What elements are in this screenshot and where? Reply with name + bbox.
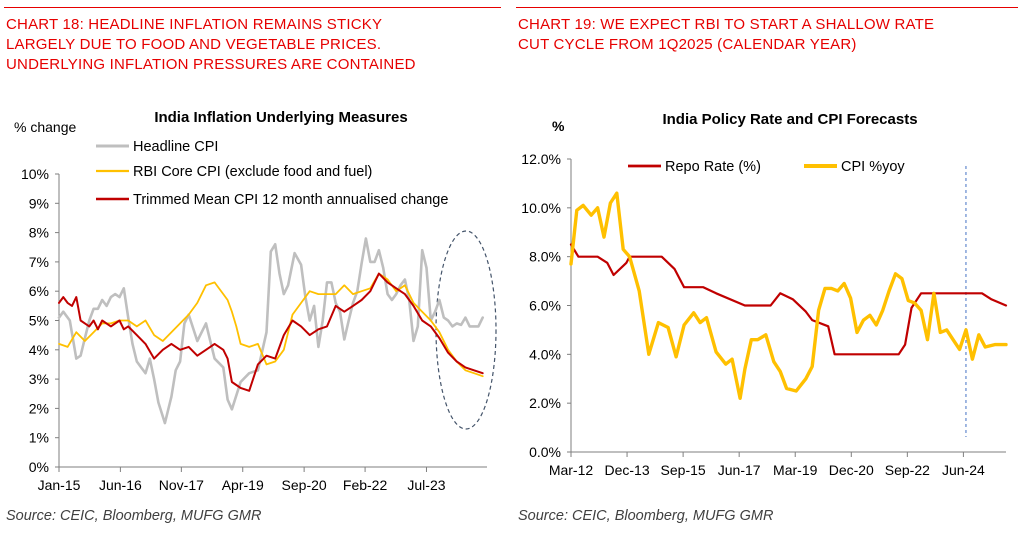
right-y-tick-label: 2.0% [529, 395, 561, 411]
left-series-line [57, 237, 485, 425]
right-x-tick-label: Sep-22 [885, 462, 930, 478]
right-x-tick-label: Sep-15 [661, 462, 706, 478]
left-heading-line: LARGELY DUE TO FOOD AND VEGETABLE PRICES… [6, 36, 382, 53]
left-x-tick-label: Jul-23 [407, 477, 445, 493]
left-panel: CHART 18: HEADLINE INFLATION REMAINS STI… [0, 0, 505, 543]
left-legend-label: RBI Core CPI (exclude food and fuel) [133, 164, 372, 180]
left-legend-label: Trimmed Mean CPI 12 month annualised cha… [133, 192, 448, 208]
right-heading: CHART 19: WE EXPECT RBI TO START A SHALL… [518, 15, 1016, 55]
left-x-tick-label: Feb-22 [343, 477, 388, 493]
left-x-tick-label: Nov-17 [159, 477, 204, 493]
left-x-tick-label: Jan-15 [38, 477, 81, 493]
left-y-tick-label: 9% [29, 195, 49, 211]
right-x-tick-label: Dec-13 [604, 462, 649, 478]
left-heading-line: UNDERLYING INFLATION PRESSURES ARE CONTA… [6, 56, 416, 73]
right-x-tick-label: Jun-17 [718, 462, 761, 478]
left-y-tick-label: 3% [29, 371, 49, 387]
right-y-tick-label: 0.0% [529, 444, 561, 460]
left-y-tick-label: 5% [29, 313, 49, 329]
left-y-tick-label: 4% [29, 342, 49, 358]
left-y-tick-label: 10% [21, 166, 49, 182]
left-y-tick-label: 2% [29, 400, 49, 416]
right-chart-title: India Policy Rate and CPI Forecasts [662, 111, 917, 128]
left-x-tick-label: Sep-20 [282, 477, 327, 493]
left-legend-label: Headline CPI [133, 139, 218, 155]
right-series-line [569, 243, 1008, 356]
left-y-axis-label: % change [14, 119, 76, 135]
right-heading-line: CUT CYCLE FROM 1Q2025 (CALENDAR YEAR) [518, 36, 857, 53]
right-x-tick-label: Mar-19 [773, 462, 818, 478]
right-legend-label: CPI %yoy [841, 159, 905, 175]
left-y-tick-label: 7% [29, 254, 49, 270]
left-y-tick-label: 8% [29, 225, 49, 241]
right-heading-line: CHART 19: WE EXPECT RBI TO START A SHALL… [518, 16, 935, 33]
right-y-tick-label: 10.0% [521, 200, 561, 216]
left-y-tick-label: 6% [29, 283, 49, 299]
right-y-tick-label: 12.0% [521, 151, 561, 167]
left-y-tick-label: 0% [29, 459, 49, 475]
left-heading-rule [4, 7, 501, 8]
right-heading-rule [516, 7, 1018, 8]
right-y-tick-label: 8.0% [529, 249, 561, 265]
left-chart-title: India Inflation Underlying Measures [154, 109, 407, 126]
right-series-line [569, 191, 1008, 400]
right-x-tick-label: Mar-12 [549, 462, 594, 478]
right-legend-label: Repo Rate (%) [665, 159, 761, 175]
left-y-tick-label: 1% [29, 430, 49, 446]
left-x-tick-label: Jun-16 [99, 477, 142, 493]
left-heading-line: CHART 18: HEADLINE INFLATION REMAINS STI… [6, 16, 383, 33]
right-y-tick-label: 4.0% [529, 346, 561, 362]
left-source: Source: CEIC, Bloomberg, MUFG GMR [6, 508, 262, 524]
right-y-axis-label: % [552, 118, 565, 134]
left-highlight-ellipse [435, 230, 497, 430]
right-y-tick-label: 6.0% [529, 298, 561, 314]
left-series-line [58, 272, 484, 378]
policy-rate-chart: India Policy Rate and CPI Forecasts% 0.0%… [521, 111, 1008, 478]
right-panel: CHART 19: WE EXPECT RBI TO START A SHALL… [512, 0, 1022, 543]
left-heading: CHART 18: HEADLINE INFLATION REMAINS STI… [6, 15, 499, 75]
right-x-tick-label: Dec-20 [829, 462, 874, 478]
left-series-line [58, 272, 484, 392]
right-source: Source: CEIC, Bloomberg, MUFG GMR [518, 508, 774, 524]
left-x-tick-label: Apr-19 [222, 477, 264, 493]
inflation-chart: India Inflation Underlying Measures % cha… [14, 109, 497, 493]
right-x-tick-label: Jun-24 [942, 462, 985, 478]
